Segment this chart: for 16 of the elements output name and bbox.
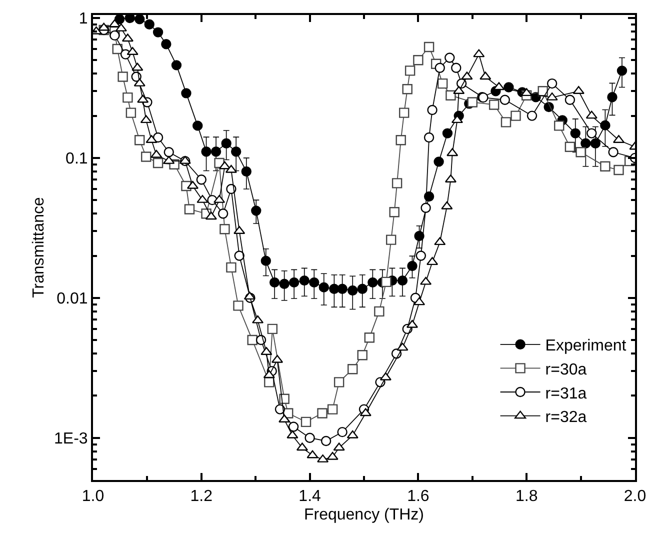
x-axis-title: Frequency (THz) — [304, 506, 424, 524]
y-axis-title: Transmittance — [30, 197, 48, 298]
y-tick-label: 0.1 — [66, 150, 88, 168]
x-tick-label: 2.0 — [624, 488, 646, 506]
x-tick-label: 1.0 — [82, 488, 104, 506]
y-tick-label: 1 — [78, 10, 88, 28]
x-tick-label: 1.4 — [298, 488, 322, 506]
x-tick-label: 1.2 — [190, 488, 213, 506]
legend-label: r=30a — [545, 361, 587, 378]
y-tick-label: 0.01 — [56, 290, 88, 308]
x-tick-label: 1.8 — [515, 488, 538, 506]
legend-label: r=31a — [545, 385, 587, 402]
x-tick-label: 1.6 — [407, 488, 430, 506]
y-tick-label: 1E-3 — [54, 430, 88, 448]
legend-label: Experiment — [545, 338, 627, 355]
legend-label: r=32a — [545, 409, 587, 426]
